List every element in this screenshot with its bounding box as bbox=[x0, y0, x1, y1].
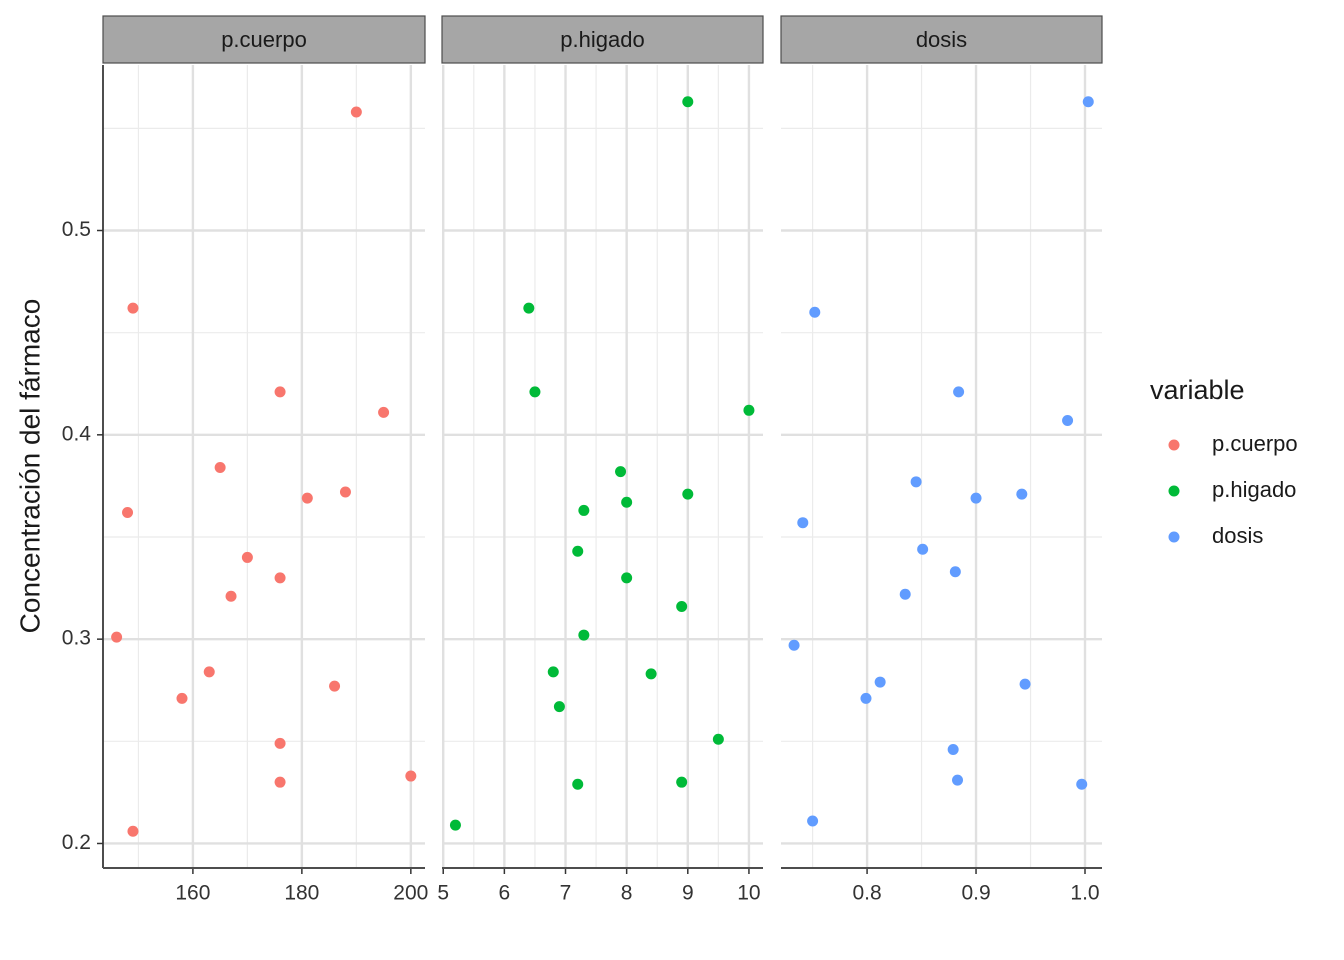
legend-swatch bbox=[1168, 485, 1180, 497]
x-tick-label: 6 bbox=[499, 882, 511, 905]
point bbox=[578, 629, 590, 641]
point bbox=[797, 517, 809, 529]
point bbox=[274, 572, 286, 584]
point bbox=[949, 566, 961, 578]
point bbox=[274, 776, 286, 788]
point bbox=[301, 492, 313, 504]
point bbox=[350, 106, 362, 118]
point bbox=[621, 572, 633, 584]
point bbox=[274, 737, 286, 749]
point bbox=[127, 302, 139, 314]
point bbox=[547, 666, 559, 678]
x-tick-label: 160 bbox=[175, 882, 210, 905]
point bbox=[203, 666, 215, 678]
legend-label: p.higado bbox=[1212, 477, 1296, 502]
point bbox=[572, 545, 584, 557]
point bbox=[1019, 678, 1031, 690]
facet-title: p.cuerpo bbox=[221, 27, 307, 52]
legend-title: variable bbox=[1150, 375, 1245, 405]
point bbox=[788, 639, 800, 651]
point bbox=[553, 701, 565, 713]
point bbox=[127, 825, 139, 837]
point bbox=[449, 819, 461, 831]
x-tick-label: 5 bbox=[437, 882, 449, 905]
point bbox=[676, 600, 688, 612]
x-tick-label: 8 bbox=[621, 882, 633, 905]
facet-title: dosis bbox=[916, 27, 967, 52]
x-tick-label: 10 bbox=[737, 882, 760, 905]
point bbox=[682, 488, 694, 500]
point bbox=[122, 506, 134, 518]
point bbox=[621, 496, 633, 508]
point bbox=[676, 776, 688, 788]
legend-swatch bbox=[1168, 439, 1180, 451]
point bbox=[952, 774, 964, 786]
point bbox=[615, 466, 627, 478]
point bbox=[1082, 96, 1094, 108]
x-tick-label: 7 bbox=[560, 882, 572, 905]
point bbox=[874, 676, 886, 688]
y-tick-label: 0.2 bbox=[62, 831, 91, 854]
point bbox=[910, 476, 922, 488]
point bbox=[572, 778, 584, 790]
point bbox=[917, 543, 929, 555]
facet-strip bbox=[780, 15, 1103, 64]
point bbox=[645, 668, 657, 680]
point bbox=[1076, 778, 1088, 790]
point bbox=[111, 631, 123, 643]
x-tick-label: 1.0 bbox=[1070, 882, 1099, 905]
point bbox=[225, 590, 237, 602]
legend-swatch bbox=[1168, 531, 1180, 543]
legend-label: dosis bbox=[1212, 523, 1263, 548]
facet-strip bbox=[441, 15, 764, 64]
point bbox=[807, 815, 819, 827]
point bbox=[176, 692, 188, 704]
x-tick-label: 200 bbox=[393, 882, 428, 905]
point bbox=[682, 96, 694, 108]
point bbox=[860, 692, 872, 704]
point bbox=[241, 551, 253, 563]
x-tick-label: 9 bbox=[682, 882, 694, 905]
point bbox=[947, 743, 959, 755]
point bbox=[274, 386, 286, 398]
y-tick-label: 0.4 bbox=[62, 422, 92, 445]
point bbox=[1062, 415, 1074, 427]
y-tick-label: 0.5 bbox=[62, 218, 91, 241]
facet-title: p.higado bbox=[560, 27, 644, 52]
y-axis-title: Concentración del fármaco bbox=[14, 299, 45, 634]
point bbox=[214, 462, 226, 474]
point bbox=[743, 404, 755, 416]
point bbox=[809, 306, 821, 318]
y-tick-label: 0.3 bbox=[62, 627, 91, 650]
facet-strip bbox=[102, 15, 426, 64]
point bbox=[1016, 488, 1028, 500]
point bbox=[578, 504, 590, 516]
point bbox=[405, 770, 417, 782]
point bbox=[329, 680, 341, 692]
point bbox=[339, 486, 351, 498]
point bbox=[523, 302, 535, 314]
point bbox=[712, 733, 724, 745]
point bbox=[529, 386, 541, 398]
point bbox=[899, 588, 911, 600]
legend-label: p.cuerpo bbox=[1212, 431, 1298, 456]
x-tick-label: 180 bbox=[284, 882, 319, 905]
x-tick-label: 0.8 bbox=[852, 882, 881, 905]
point bbox=[953, 386, 965, 398]
point bbox=[970, 492, 982, 504]
point bbox=[378, 406, 390, 418]
x-tick-label: 0.9 bbox=[961, 882, 990, 905]
